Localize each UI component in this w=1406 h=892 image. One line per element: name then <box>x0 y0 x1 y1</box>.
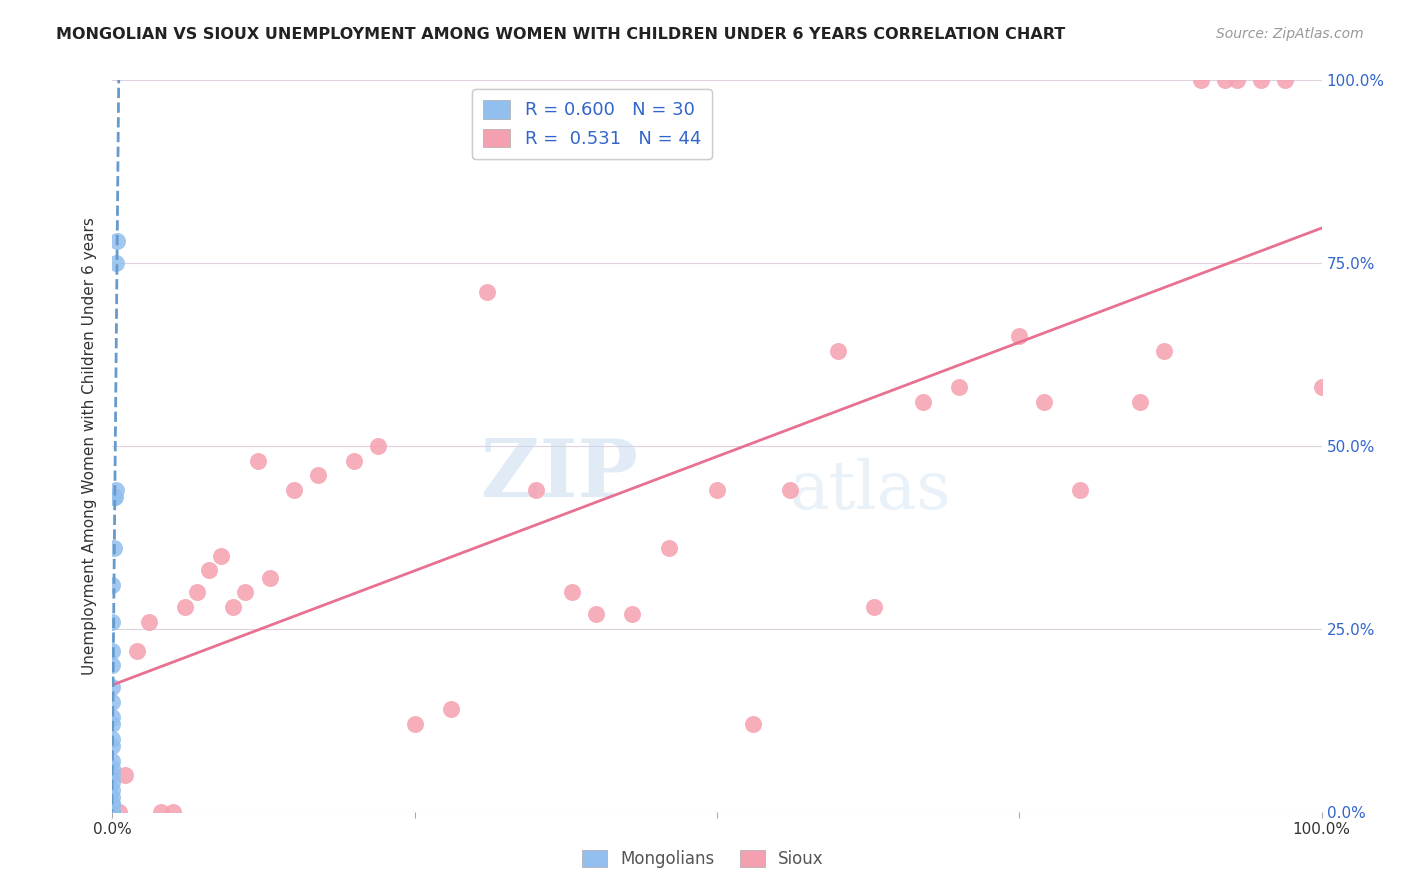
Point <box>1008 329 1031 343</box>
Point <box>101 731 124 746</box>
Point <box>235 585 257 599</box>
Legend: R = 0.600   N = 30, R =  0.531   N = 44: R = 0.600 N = 30, R = 0.531 N = 44 <box>472 89 711 159</box>
Point <box>138 615 160 629</box>
Point <box>101 768 124 782</box>
Point <box>1129 395 1152 409</box>
Point <box>779 483 801 497</box>
Point <box>1069 483 1091 497</box>
Text: atlas: atlas <box>790 458 950 523</box>
Point <box>101 805 124 819</box>
Point <box>101 717 124 731</box>
Point <box>658 541 681 556</box>
Point <box>149 805 172 819</box>
Point <box>1153 343 1175 358</box>
Point <box>101 658 124 673</box>
Point <box>1213 73 1236 87</box>
Point <box>561 585 583 599</box>
Point <box>101 790 124 805</box>
Point <box>101 739 124 753</box>
Point <box>283 483 305 497</box>
Legend: Mongolians, Sioux: Mongolians, Sioux <box>575 843 831 875</box>
Point <box>343 453 366 467</box>
Point <box>101 797 124 812</box>
Point <box>1310 380 1333 394</box>
Point <box>101 754 124 768</box>
Point <box>1274 73 1296 87</box>
Point <box>162 805 184 819</box>
Point <box>222 599 245 614</box>
Point <box>104 490 127 504</box>
Point <box>585 607 607 622</box>
Point <box>101 709 124 723</box>
Point <box>103 541 125 556</box>
Point <box>1032 395 1054 409</box>
Point <box>101 805 124 819</box>
Point <box>101 695 124 709</box>
Text: MONGOLIAN VS SIOUX UNEMPLOYMENT AMONG WOMEN WITH CHILDREN UNDER 6 YEARS CORRELAT: MONGOLIAN VS SIOUX UNEMPLOYMENT AMONG WO… <box>56 27 1066 42</box>
Point <box>246 453 269 467</box>
Point <box>742 717 765 731</box>
Point <box>101 775 124 789</box>
Point <box>125 644 148 658</box>
Text: ZIP: ZIP <box>481 436 638 515</box>
Point <box>259 571 281 585</box>
Point <box>621 607 644 622</box>
Point <box>107 805 129 819</box>
Y-axis label: Unemployment Among Women with Children Under 6 years: Unemployment Among Women with Children U… <box>82 217 97 675</box>
Point <box>101 782 124 797</box>
Point <box>101 615 124 629</box>
Point <box>827 343 849 358</box>
Point <box>1250 73 1272 87</box>
Point <box>209 549 232 563</box>
Point <box>101 805 124 819</box>
Point <box>101 578 124 592</box>
Point <box>101 805 124 819</box>
Point <box>101 681 124 695</box>
Point <box>186 585 208 599</box>
Point <box>948 380 970 394</box>
Point <box>706 483 728 497</box>
Point <box>524 483 547 497</box>
Point <box>101 644 124 658</box>
Point <box>114 768 136 782</box>
Point <box>404 717 426 731</box>
Point <box>440 702 463 716</box>
Point <box>103 490 125 504</box>
Point <box>198 563 221 577</box>
Point <box>105 483 128 497</box>
Point <box>1189 73 1212 87</box>
Point <box>105 234 128 248</box>
Point <box>307 468 329 483</box>
Point <box>911 395 934 409</box>
Point <box>101 761 124 775</box>
Point <box>101 797 124 812</box>
Point <box>1226 73 1249 87</box>
Point <box>863 599 886 614</box>
Point <box>174 599 197 614</box>
Point <box>477 285 499 300</box>
Text: Source: ZipAtlas.com: Source: ZipAtlas.com <box>1216 27 1364 41</box>
Point <box>101 805 124 819</box>
Point <box>105 256 128 270</box>
Point <box>101 805 124 819</box>
Point <box>367 439 389 453</box>
